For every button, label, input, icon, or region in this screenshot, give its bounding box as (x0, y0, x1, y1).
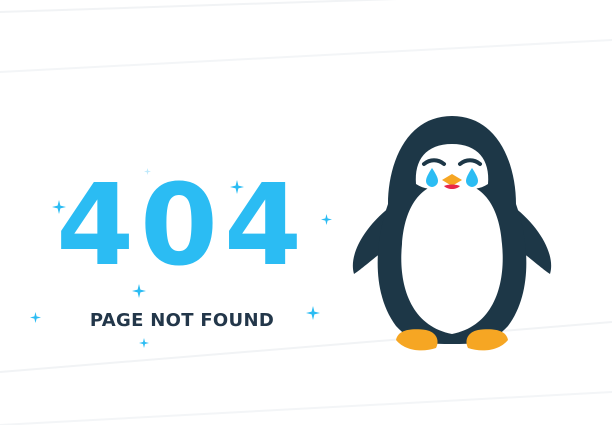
tear-left-icon (426, 168, 438, 187)
penguin-mouth (444, 184, 460, 189)
sparkle-icon (139, 338, 149, 348)
sparkle-icon (132, 284, 146, 298)
error-message: PAGE NOT FOUND (89, 310, 275, 331)
penguin-beak (442, 174, 462, 186)
penguin-left-eye (422, 158, 446, 166)
sparkle-icon (321, 214, 332, 225)
sparkle-icon (230, 180, 244, 194)
penguin-right-foot (466, 329, 508, 351)
sparkle-icon (52, 200, 66, 214)
penguin-belly (401, 182, 503, 334)
penguin-left-foot (396, 329, 438, 351)
error-code: 404 (56, 161, 308, 291)
sparkle-icon (306, 306, 320, 320)
penguin-right-eye (458, 158, 482, 166)
sparkle-icon (30, 312, 41, 323)
crying-penguin-illustration (352, 116, 552, 351)
tear-right-icon (466, 168, 478, 187)
sparkle-icon (144, 168, 151, 175)
